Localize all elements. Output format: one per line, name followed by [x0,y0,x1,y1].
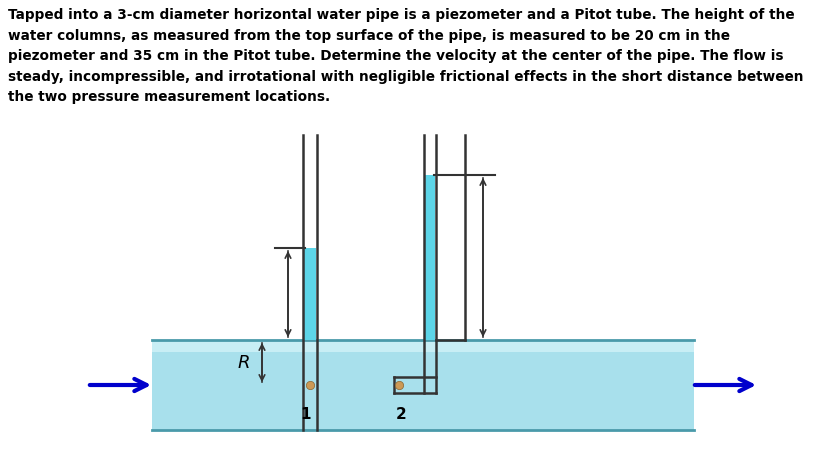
Text: 1: 1 [301,407,311,422]
Text: Tapped into a 3-cm diameter horizontal water pipe is a piezometer and a Pitot tu: Tapped into a 3-cm diameter horizontal w… [8,8,803,104]
Text: $R$: $R$ [237,354,250,372]
Bar [152,340,694,352]
Text: 2: 2 [396,407,406,422]
Bar [425,175,435,340]
Bar [304,248,316,340]
Bar [152,340,694,430]
